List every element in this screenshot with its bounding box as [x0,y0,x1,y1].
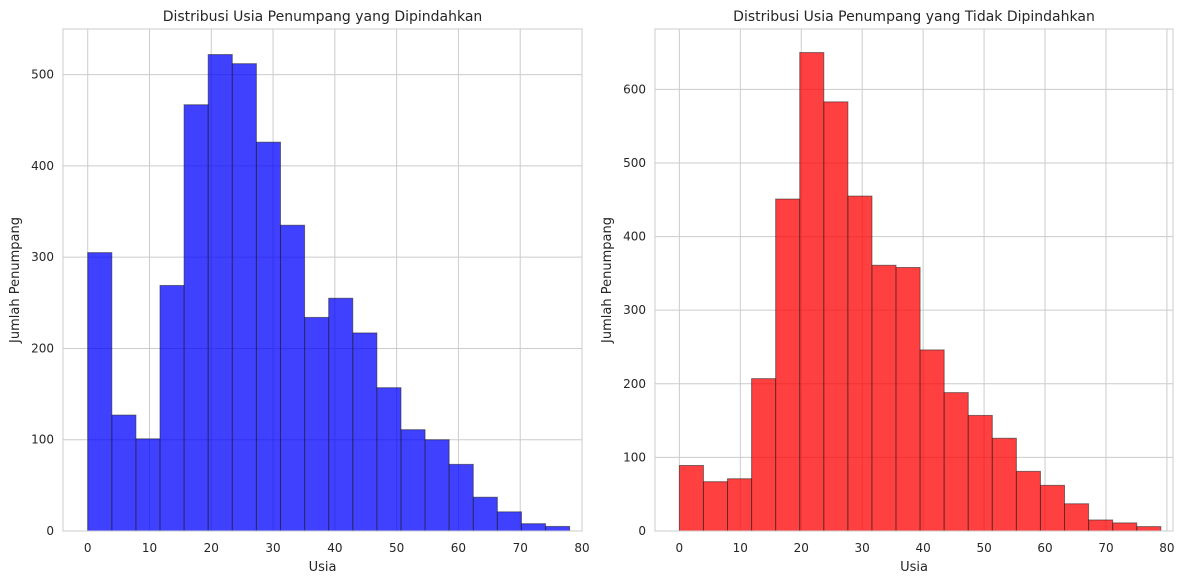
histogram-bar [702,481,729,532]
y-tick-label: 300 [31,250,54,264]
y-axis-label: Jumlah Penumpang [600,217,615,344]
x-tick-label: 70 [513,541,528,555]
histogram-bar [400,429,426,532]
x-tick-label: 80 [1159,541,1174,555]
x-tick-label: 80 [574,541,589,555]
histogram-bar [424,439,450,532]
histogram-bar [352,332,378,532]
y-tick-label: 100 [623,450,646,464]
histogram-bar [1088,519,1114,532]
chart-panel-2: 0 10 20 30 40 50 60 70 80 0 100 200 300 400 500 600 Dist… [600,9,1175,575]
histogram-bar [207,54,233,532]
histogram-bar [520,523,547,532]
x-tick-label: 50 [976,541,991,555]
chart-title: Distribusi Usia Penumpang yang Tidak Dip… [733,9,1095,25]
y-tick-label: 200 [623,377,646,391]
x-tick-label: 30 [855,541,870,555]
histogram-bar [967,414,993,532]
x-axis-label: Usia [900,560,928,575]
chart-title: Distribusi Usia Penumpang yang Dipindahk… [163,9,483,25]
x-tick-label: 70 [1098,541,1113,555]
histogram-bar [159,284,185,532]
plot-frame [654,28,1174,532]
histogram-bar [919,349,945,532]
histogram-bar [183,104,209,532]
histogram-bar [279,224,306,532]
x-tick-label: 60 [1037,541,1052,555]
histogram-bar [135,438,161,532]
x-tick-label: 20 [204,541,219,555]
histogram-bar [496,511,522,532]
y-tick-label: 0 [638,524,646,538]
histogram-bar [1015,470,1041,532]
histogram-bar [87,252,113,532]
histogram-bar [727,478,753,532]
histogram-bar [1112,522,1138,532]
histogram-bar [751,378,777,532]
histogram-bar [895,266,921,532]
chart-panel-1: 0 10 20 30 40 50 60 70 80 0 100 200 300 400 500 Distrib… [8,9,590,575]
histogram-bar [545,525,571,532]
histogram-bar [678,464,704,532]
y-tick-label: 100 [31,433,54,447]
histogram-bar [472,496,498,532]
histogram-bar [304,316,330,532]
x-tick-label: 0 [676,541,684,555]
histogram-bar [1136,526,1162,532]
y-axis-label: Jumlah Penumpang [8,217,23,344]
y-tick-label: 200 [31,341,54,355]
histogram-bar [1064,503,1090,532]
histogram-bar [231,63,257,532]
histogram-bar [448,463,474,532]
histogram-bar [823,101,849,532]
x-tick-label: 30 [265,541,280,555]
histogram-bar [775,198,801,532]
y-tick-label: 400 [623,230,646,244]
x-tick-label: 0 [84,541,92,555]
histogram-bar [328,297,354,532]
histogram-bar [991,437,1017,532]
y-tick-label: 500 [31,68,54,82]
histogram-bar [255,141,281,532]
x-tick-label: 60 [451,541,466,555]
y-tick-label: 300 [623,303,646,317]
y-tick-label: 500 [623,156,646,170]
histogram-bar [943,392,969,532]
x-tick-label: 40 [916,541,931,555]
x-tick-label: 10 [142,541,157,555]
x-tick-label: 50 [389,541,404,555]
y-tick-label: 400 [31,159,54,173]
histogram-bar [847,195,873,532]
histogram-bar [799,52,825,532]
x-axis-label: Usia [309,560,337,575]
plot-frame [62,28,583,532]
x-tick-label: 10 [733,541,748,555]
histogram-bar [111,414,137,532]
y-tick-label: 0 [46,524,54,538]
y-tick-label: 600 [623,82,646,96]
histogram-bar [1039,484,1066,532]
x-tick-label: 20 [794,541,809,555]
histogram-bar [376,387,402,532]
x-tick-label: 40 [327,541,342,555]
histogram-bar [871,264,897,532]
